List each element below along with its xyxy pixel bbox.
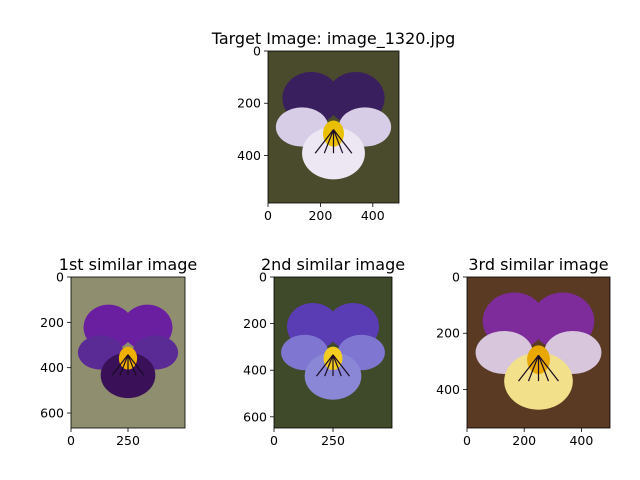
y-tick-label: 600	[40, 406, 64, 421]
y-tick-label: 400	[237, 148, 261, 163]
petal-vein	[332, 354, 350, 377]
x-tick-label: 0	[270, 433, 278, 448]
y-tick-label: 0	[452, 270, 460, 285]
y-tick-label: 0	[56, 270, 64, 285]
y-tick-label: 400	[243, 363, 267, 378]
petal-vein	[119, 354, 129, 376]
petal-vein	[333, 129, 353, 154]
y-tick-label: 400	[436, 382, 460, 397]
y-tick-label: 200	[243, 316, 267, 331]
photo-content	[71, 277, 185, 428]
photo-content	[467, 277, 610, 428]
photo-content	[274, 277, 392, 428]
y-tick-label: 200	[436, 326, 460, 341]
x-tick-label: 400	[361, 208, 385, 223]
x-tick-label: 400	[569, 433, 593, 448]
panel-title: 2nd similar image	[261, 255, 405, 274]
x-tick-label: 250	[321, 433, 345, 448]
petal-vein	[127, 354, 145, 376]
petal-vein	[538, 354, 559, 382]
petal-vein	[332, 129, 344, 154]
photo-content	[268, 51, 399, 203]
axes-frame	[466, 276, 611, 429]
x-tick-label: 250	[116, 433, 140, 448]
y-tick-label: 200	[237, 96, 261, 111]
petal-vein	[324, 354, 334, 377]
x-tick-label: 0	[463, 433, 471, 448]
x-tick-label: 200	[308, 208, 332, 223]
petal-vein	[314, 129, 334, 154]
petal-vein	[518, 354, 539, 382]
petal-vein	[537, 355, 550, 382]
y-tick-label: 600	[243, 409, 267, 424]
x-tick-label: 0	[264, 208, 272, 223]
axes-frame	[267, 50, 400, 204]
y-tick-label: 200	[40, 315, 64, 330]
x-tick-label: 0	[67, 433, 75, 448]
x-tick-label: 200	[512, 433, 536, 448]
image-panel: 3rd similar image 0 200 400 0 200 400	[436, 255, 611, 448]
panel-title: 3rd similar image	[468, 255, 608, 274]
y-tick-label: 0	[259, 270, 267, 285]
petal-vein	[111, 354, 129, 376]
petal-vein	[127, 354, 137, 376]
panel-title: 1st similar image	[59, 255, 197, 274]
petal-vein	[527, 355, 540, 382]
petal-vein	[316, 354, 334, 377]
y-tick-label: 400	[40, 360, 64, 375]
y-tick-label: 0	[253, 44, 261, 59]
petal-vein	[332, 354, 342, 377]
petal-vein	[323, 129, 335, 154]
panel-title: Target Image: image_1320.jpg	[211, 29, 456, 49]
